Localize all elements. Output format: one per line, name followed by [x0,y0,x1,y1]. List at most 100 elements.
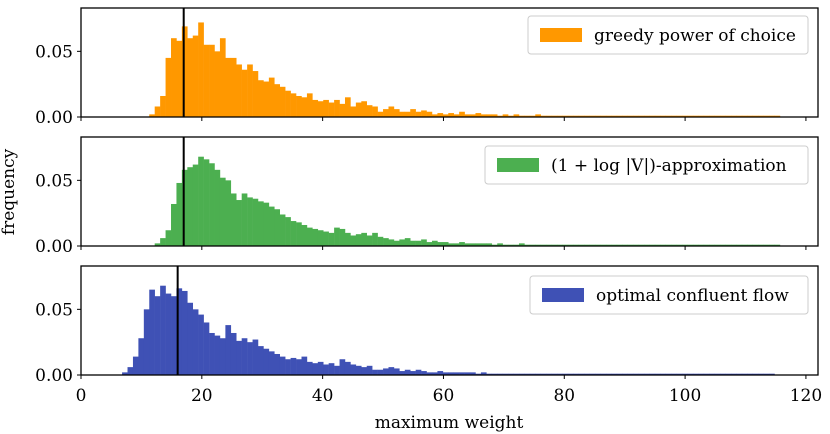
histogram-bar [470,372,476,375]
legend-box [527,15,809,55]
histogram-bar [393,368,400,375]
histogram-bar [758,373,764,375]
histogram-bar [546,115,552,117]
histogram-bar [377,369,384,375]
histogram-bar [241,69,248,117]
histogram-bar [578,115,585,117]
histogram-bar [426,372,433,375]
histogram-bar [388,239,395,246]
histogram-bar [605,373,612,375]
histogram-bar [296,222,302,246]
histogram-bar [562,115,569,117]
histogram-bar [649,373,656,375]
histogram-bar [203,44,210,117]
y-tick-label: 0.05 [35,171,73,191]
histogram-bar [122,372,128,375]
histogram-bar [491,373,498,375]
histogram-bar [171,203,177,246]
histogram-bar [752,115,759,117]
histogram-bar [372,369,378,375]
histogram-bar [268,206,275,246]
histogram-bar [622,244,628,246]
histogram-bar [219,338,226,375]
histogram-bar [480,114,487,117]
histogram-bar [763,373,770,375]
histogram-bar [725,373,732,375]
histogram-bar [671,115,677,117]
histogram-bar [247,64,253,117]
histogram-bar [198,156,204,246]
histogram-bar [524,373,531,375]
histogram-bar [236,200,242,246]
histogram-bar [268,351,275,375]
histogram-bar [703,115,710,117]
histogram-bar [274,209,280,246]
histogram-bar [774,115,781,117]
histogram-bar [508,244,514,246]
histogram-bar [557,244,563,246]
legend-label: (1 + log |V|)-approximation [551,156,787,176]
histogram-bar [497,115,503,117]
histogram-bar [442,242,449,246]
histogram-bar [752,373,759,375]
histogram-bar [437,113,444,117]
histogram-bar [393,109,400,117]
histogram-bar [665,244,672,246]
histogram-bar [290,221,297,246]
histogram-bar [410,371,416,375]
y-tick-label: 0.05 [35,42,73,62]
histogram-bar [442,372,449,375]
histogram-bar [268,77,275,117]
histogram-bar [328,363,335,375]
histogram-bar [687,115,694,117]
histogram-bar [676,115,683,117]
histogram-bar [665,373,672,375]
histogram-bar [584,373,590,375]
histogram-bar [671,244,677,246]
histogram-bar [502,244,509,246]
histogram-bar [660,115,667,117]
histogram-bar [279,86,286,117]
x-tick-label: 120 [790,386,822,406]
histogram-bar [361,367,367,375]
histogram-bar [187,38,194,118]
histogram-bar [285,217,291,246]
histogram-bar [731,244,737,246]
histogram-bar [301,224,308,246]
histogram-bar [339,103,346,117]
histogram-bar [725,244,732,246]
histogram-bar [154,243,161,246]
histogram-bar [714,115,721,117]
histogram-bar [448,113,454,117]
histogram-bar [160,95,166,117]
histogram-bar [274,353,280,375]
legend-box [484,145,809,185]
histogram-bar [611,115,618,117]
histogram-bar [404,111,411,117]
histogram-bar [171,296,177,375]
histogram-bar [410,109,416,117]
histogram-bar [676,244,683,246]
histogram-bar [567,244,574,246]
histogram-bar [486,114,493,117]
histogram-bar [421,110,427,117]
histogram-bar [301,356,308,375]
histogram-bar [203,322,210,375]
histogram-bar [584,115,590,117]
histogram-bar [464,243,471,246]
legend-swatch [542,288,584,302]
histogram-bar [616,373,623,375]
histogram-bar [296,359,302,375]
histogram-bar [491,244,498,246]
histogram-bar [317,230,324,246]
histogram-bar [415,240,422,246]
histogram-bar [317,101,324,117]
histogram-bar [143,309,150,375]
histogram-bar [138,338,145,375]
histogram-bar [306,361,313,375]
histogram-bar [236,340,242,375]
histogram-bar [529,115,536,117]
histogram-bar [442,114,449,117]
histogram-bar [567,373,574,375]
histogram-bar [714,373,721,375]
